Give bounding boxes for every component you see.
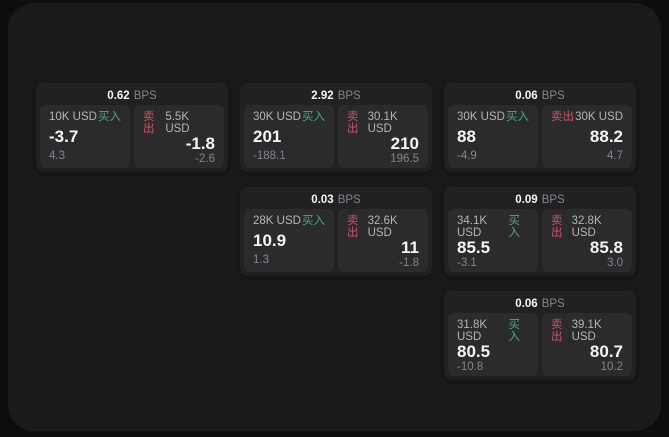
quote-panels: 30K USD 买入 201 -188.1 卖出 30.1K USD 210 1… <box>244 105 428 168</box>
buy-sub-value: -10.8 <box>457 361 484 373</box>
buy-amount: 10K USD <box>49 111 97 123</box>
buy-price: -3.7 <box>49 126 79 146</box>
sell-panel[interactable]: 卖出 5.5K USD -1.8 -2.6 <box>134 105 224 168</box>
bps-value: 0.06 <box>515 90 538 102</box>
sell-side-label: 卖出 <box>347 111 359 135</box>
quote-card: 0.03 BPS 28K USD 买入 10.9 1.3 卖出 32.6K USD <box>240 187 432 276</box>
sell-price: 210 <box>390 134 419 153</box>
buy-side-label: 买入 <box>506 111 529 123</box>
quote-panels: 34.1K USD 买入 85.5 -3.1 卖出 32.8K USD 85.8… <box>448 209 632 272</box>
sell-price: 11 <box>401 238 419 257</box>
buy-sub-value: 4.3 <box>49 150 65 162</box>
buy-side-label: 买入 <box>302 215 325 227</box>
bps-unit-label: BPS <box>541 194 565 206</box>
sell-side-label: 卖出 <box>347 215 359 239</box>
quote-panels: 31.8K USD 买入 80.5 -10.8 卖出 39.1K USD 80.… <box>448 313 632 376</box>
buy-panel[interactable]: 30K USD 买入 88 -4.9 <box>448 105 538 168</box>
bps-value: 2.92 <box>311 90 334 102</box>
quote-panels: 28K USD 买入 10.9 1.3 卖出 32.6K USD 11 -1.8 <box>244 209 428 272</box>
buy-sub-value: -3.1 <box>457 257 477 269</box>
card-header: 0.06 BPS <box>448 87 632 105</box>
card-header: 0.03 BPS <box>244 191 428 209</box>
quote-card: 0.06 BPS 31.8K USD 买入 80.5 -10.8 卖出 39.1K… <box>444 291 636 380</box>
sell-price: 88.2 <box>589 126 623 146</box>
sell-amount: 30K USD <box>575 111 623 123</box>
sell-sub-value: 3.0 <box>607 257 623 269</box>
buy-price: 85.5 <box>457 238 491 257</box>
bps-unit-label: BPS <box>337 90 361 102</box>
sell-price: 85.8 <box>589 238 623 257</box>
sell-sub-value: -2.6 <box>195 153 215 165</box>
buy-side-label: 买入 <box>98 111 121 123</box>
sell-price: -1.8 <box>185 134 215 153</box>
bps-value: 0.06 <box>515 298 538 310</box>
buy-sub-value: -188.1 <box>253 150 286 162</box>
quote-card: 0.06 BPS 30K USD 买入 88 -4.9 卖出 30K USD <box>444 83 636 172</box>
quote-panels: 30K USD 买入 88 -4.9 卖出 30K USD 88.2 4.7 <box>448 105 632 168</box>
sell-panel[interactable]: 卖出 30.1K USD 210 196.5 <box>338 105 428 168</box>
quote-panels: 10K USD 买入 -3.7 4.3 卖出 5.5K USD -1.8 -2.… <box>40 105 224 168</box>
bps-unit-label: BPS <box>541 298 565 310</box>
sell-sub-value: -1.8 <box>399 257 419 269</box>
buy-amount: 30K USD <box>457 111 505 123</box>
sell-panel[interactable]: 卖出 32.8K USD 85.8 3.0 <box>542 209 632 272</box>
sell-amount: 39.1K USD <box>571 319 602 343</box>
sell-sub-value: 196.5 <box>390 153 419 165</box>
bps-unit-label: BPS <box>133 90 157 102</box>
buy-amount: 28K USD <box>253 215 301 227</box>
buy-side-label: 买入 <box>302 111 325 123</box>
card-header: 0.62 BPS <box>40 87 224 105</box>
bps-value: 0.03 <box>311 194 334 206</box>
card-header: 0.06 BPS <box>448 295 632 313</box>
sell-amount: 5.5K USD <box>165 111 190 135</box>
sell-side-label: 卖出 <box>551 215 563 239</box>
buy-price: 10.9 <box>253 230 287 250</box>
bps-value: 0.62 <box>107 90 130 102</box>
sell-panel[interactable]: 卖出 30K USD 88.2 4.7 <box>542 105 632 168</box>
sell-amount: 32.6K USD <box>367 215 398 239</box>
sell-panel[interactable]: 卖出 32.6K USD 11 -1.8 <box>338 209 428 272</box>
buy-panel[interactable]: 28K USD 买入 10.9 1.3 <box>244 209 334 272</box>
buy-panel[interactable]: 10K USD 买入 -3.7 4.3 <box>40 105 130 168</box>
quote-card: 2.92 BPS 30K USD 买入 201 -188.1 卖出 30.1K U… <box>240 83 432 172</box>
sell-side-label: 卖出 <box>551 319 563 343</box>
app-window: 0.62 BPS 10K USD 买入 -3.7 4.3 卖出 5.5K USD <box>8 3 661 431</box>
sell-side-label: 卖出 <box>551 111 574 123</box>
sell-sub-value: 4.7 <box>607 150 623 162</box>
quote-card: 0.62 BPS 10K USD 买入 -3.7 4.3 卖出 5.5K USD <box>36 83 228 172</box>
buy-price: 88 <box>457 126 476 146</box>
buy-amount: 34.1K USD <box>457 215 488 239</box>
quote-card: 0.09 BPS 34.1K USD 买入 85.5 -3.1 卖出 32.8K … <box>444 187 636 276</box>
sell-sub-value: 10.2 <box>600 361 623 373</box>
buy-sub-value: -4.9 <box>457 150 477 162</box>
bps-unit-label: BPS <box>337 194 361 206</box>
buy-price: 201 <box>253 126 282 146</box>
buy-panel[interactable]: 30K USD 买入 201 -188.1 <box>244 105 334 168</box>
buy-panel[interactable]: 34.1K USD 买入 85.5 -3.1 <box>448 209 538 272</box>
buy-amount: 31.8K USD <box>457 319 488 343</box>
sell-price: 80.7 <box>589 342 623 361</box>
bps-value: 0.09 <box>515 194 538 206</box>
buy-amount: 30K USD <box>253 111 301 123</box>
buy-price: 80.5 <box>457 342 491 361</box>
sell-side-label: 卖出 <box>143 111 155 135</box>
sell-amount: 32.8K USD <box>571 215 602 239</box>
buy-side-label: 买入 <box>508 319 520 343</box>
bps-unit-label: BPS <box>541 90 565 102</box>
sell-amount: 30.1K USD <box>367 111 398 135</box>
buy-sub-value: 1.3 <box>253 254 269 266</box>
quote-cards-grid: 0.62 BPS 10K USD 买入 -3.7 4.3 卖出 5.5K USD <box>36 83 636 380</box>
buy-panel[interactable]: 31.8K USD 买入 80.5 -10.8 <box>448 313 538 376</box>
buy-side-label: 买入 <box>508 215 520 239</box>
card-header: 0.09 BPS <box>448 191 632 209</box>
sell-panel[interactable]: 卖出 39.1K USD 80.7 10.2 <box>542 313 632 376</box>
card-header: 2.92 BPS <box>244 87 428 105</box>
